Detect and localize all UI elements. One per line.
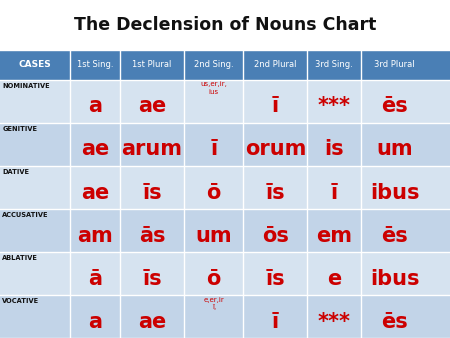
Text: 1st Plural: 1st Plural <box>132 61 172 69</box>
Text: 1st Sing.: 1st Sing. <box>76 61 113 69</box>
Text: ibus: ibus <box>370 269 419 289</box>
Text: ēs: ēs <box>381 96 408 117</box>
Text: īs: īs <box>266 183 285 202</box>
Text: ō: ō <box>207 183 221 202</box>
Text: ***: *** <box>318 312 351 332</box>
Text: e,er,ir
ī,: e,er,ir ī, <box>203 297 224 310</box>
Text: e: e <box>327 269 342 289</box>
Text: The Declension of Nouns Chart: The Declension of Nouns Chart <box>74 16 376 34</box>
Text: īs: īs <box>142 183 162 202</box>
FancyBboxPatch shape <box>0 252 450 295</box>
Text: ī: ī <box>272 312 279 332</box>
Text: ACCUSATIVE: ACCUSATIVE <box>2 212 49 218</box>
Text: VOCATIVE: VOCATIVE <box>2 298 40 304</box>
FancyBboxPatch shape <box>0 295 450 338</box>
Text: a: a <box>88 96 102 117</box>
Text: um: um <box>376 140 413 160</box>
Text: ēs: ēs <box>381 225 408 246</box>
Text: ī: ī <box>210 140 217 160</box>
Text: us,er,ir,
ius: us,er,ir, ius <box>200 81 227 95</box>
Text: em: em <box>316 225 352 246</box>
Text: ōs: ōs <box>262 225 289 246</box>
Text: 2nd Plural: 2nd Plural <box>254 61 297 69</box>
Text: ae: ae <box>138 312 166 332</box>
Text: arum: arum <box>122 140 183 160</box>
FancyBboxPatch shape <box>0 166 450 209</box>
Text: īs: īs <box>142 269 162 289</box>
FancyBboxPatch shape <box>0 123 450 166</box>
Text: ās: ās <box>139 225 165 246</box>
Text: GENITIVE: GENITIVE <box>2 126 37 132</box>
Text: ABLATIVE: ABLATIVE <box>2 255 38 261</box>
Text: ēs: ēs <box>381 312 408 332</box>
FancyBboxPatch shape <box>0 50 450 80</box>
Text: ae: ae <box>81 140 109 160</box>
Text: īs: īs <box>266 269 285 289</box>
Text: DATIVE: DATIVE <box>2 169 29 175</box>
Text: ***: *** <box>318 96 351 117</box>
FancyBboxPatch shape <box>0 0 450 50</box>
Text: am: am <box>77 225 113 246</box>
Text: um: um <box>195 225 232 246</box>
Text: ī: ī <box>331 183 338 202</box>
Text: ō: ō <box>207 269 221 289</box>
Text: 2nd Sing.: 2nd Sing. <box>194 61 234 69</box>
Text: ae: ae <box>138 96 166 117</box>
FancyBboxPatch shape <box>0 80 450 123</box>
Text: NOMINATIVE: NOMINATIVE <box>2 83 50 89</box>
Text: orum: orum <box>245 140 306 160</box>
Text: 3rd Sing.: 3rd Sing. <box>315 61 353 69</box>
Text: ibus: ibus <box>370 183 419 202</box>
Text: is: is <box>324 140 344 160</box>
Text: ā: ā <box>88 269 102 289</box>
Text: 3rd Plural: 3rd Plural <box>374 61 415 69</box>
Text: ī: ī <box>272 96 279 117</box>
Text: ae: ae <box>81 183 109 202</box>
FancyBboxPatch shape <box>0 209 450 252</box>
Text: CASES: CASES <box>18 61 51 69</box>
Text: a: a <box>88 312 102 332</box>
